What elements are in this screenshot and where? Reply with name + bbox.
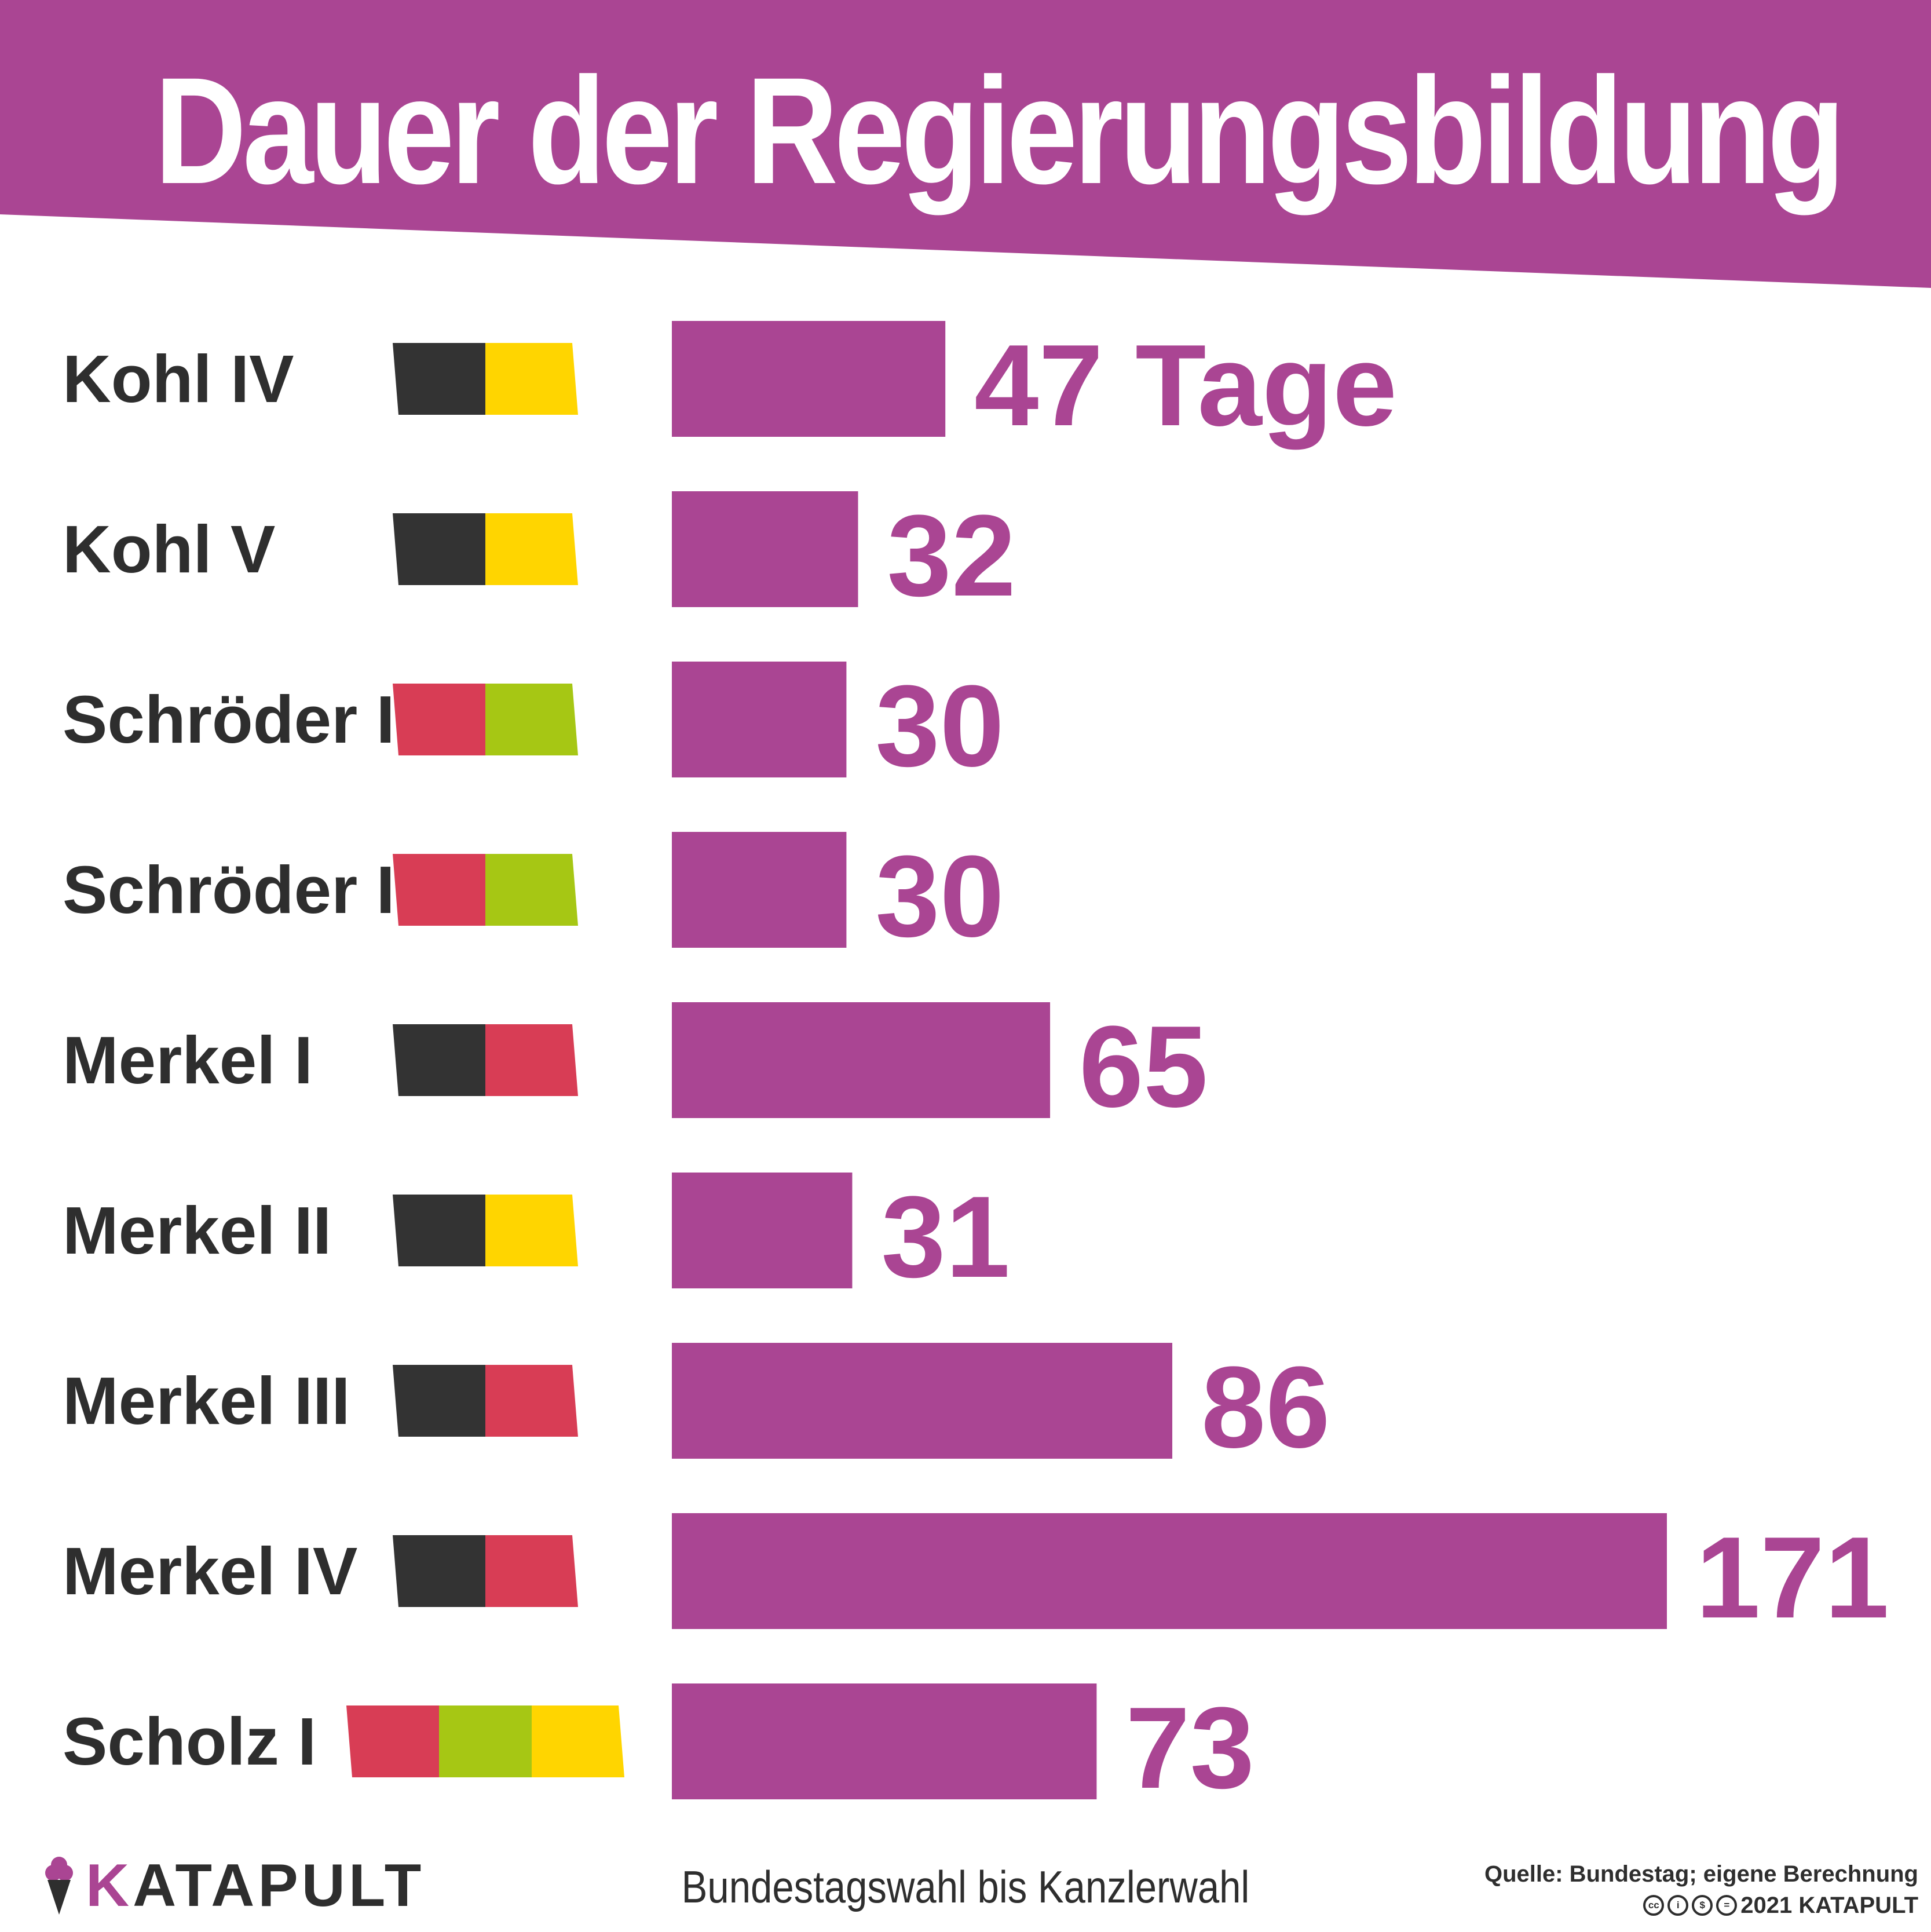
logo-k: K — [86, 1851, 133, 1919]
bar — [672, 491, 858, 607]
chart-title: Dauer der Regierungsbildung — [154, 46, 1845, 216]
license-line: cc i $ = 2021 KATAPULT — [1484, 1890, 1918, 1921]
value-label: 171 — [1696, 1513, 1889, 1642]
coalition-flag-segment — [485, 854, 578, 926]
value-label: 30 — [875, 662, 1004, 791]
coalition-flag-segment — [393, 1535, 485, 1607]
coalition-flag-segment — [485, 1535, 578, 1607]
coalition-flag-segment — [439, 1705, 532, 1777]
by-icon: i — [1667, 1895, 1689, 1916]
value-label: 47 Tage — [974, 321, 1397, 450]
category-label: Kohl V — [63, 512, 275, 587]
coalition-flag-segment — [485, 343, 578, 415]
coalition-flag-segment — [346, 1705, 439, 1777]
bar — [672, 1683, 1097, 1799]
category-label: Schröder I — [63, 682, 395, 757]
value-label: 73 — [1125, 1683, 1254, 1813]
chart-subtitle: Bundestagswahl bis Kanzlerwahl — [681, 1861, 1250, 1912]
coalition-flag-segment — [485, 1365, 578, 1437]
coalition-flag-segment — [393, 1024, 485, 1096]
category-label: Merkel I — [63, 1022, 313, 1098]
bar — [672, 832, 847, 948]
category-label: Kohl IV — [63, 341, 294, 417]
category-label: Scholz I — [63, 1704, 316, 1779]
coalition-flag-segment — [485, 684, 578, 755]
value-label: 32 — [887, 491, 1015, 620]
coalition-flag-segment — [393, 684, 485, 755]
cc-icon: cc — [1643, 1895, 1665, 1916]
coalition-flag-segment — [532, 1705, 624, 1777]
coalition-flag-segment — [393, 1365, 485, 1437]
category-label: Schröder II — [63, 852, 414, 927]
copyright-text: 2021 KATAPULT — [1740, 1893, 1918, 1918]
value-label: 65 — [1079, 1002, 1208, 1131]
bar — [672, 662, 847, 777]
value-label: 30 — [875, 832, 1004, 961]
header-band — [0, 0, 1931, 288]
coalition-flag-segment — [393, 854, 485, 926]
category-label: Merkel III — [63, 1363, 350, 1438]
logo-wordmark: KATAPULT — [86, 1851, 425, 1920]
category-label: Merkel IV — [63, 1533, 357, 1609]
coalition-flag-segment — [393, 343, 485, 415]
source-block: Quelle: Bundestag; eigene Berechnung cc … — [1484, 1858, 1918, 1921]
bar — [672, 1002, 1051, 1118]
value-label: 86 — [1201, 1343, 1330, 1472]
logo-rest: ATAPULT — [133, 1851, 425, 1919]
ice-cream-icon — [45, 1857, 73, 1915]
coalition-flag-segment — [485, 513, 578, 585]
nc-icon: $ — [1692, 1895, 1713, 1916]
katapult-logo: KATAPULT — [45, 1851, 425, 1920]
coalition-flag-segment — [393, 1195, 485, 1266]
nd-icon: = — [1716, 1895, 1738, 1916]
source-text: Quelle: Bundestag; eigene Berechnung — [1484, 1861, 1918, 1887]
coalition-flag-segment — [485, 1195, 578, 1266]
bar — [672, 321, 946, 437]
bar — [672, 1513, 1667, 1629]
category-label: Merkel II — [63, 1193, 331, 1268]
bar — [672, 1343, 1173, 1459]
coalition-flag-segment — [485, 1024, 578, 1096]
value-label: 31 — [881, 1173, 1010, 1302]
bar — [672, 1173, 853, 1288]
coalition-flag-segment — [393, 513, 485, 585]
